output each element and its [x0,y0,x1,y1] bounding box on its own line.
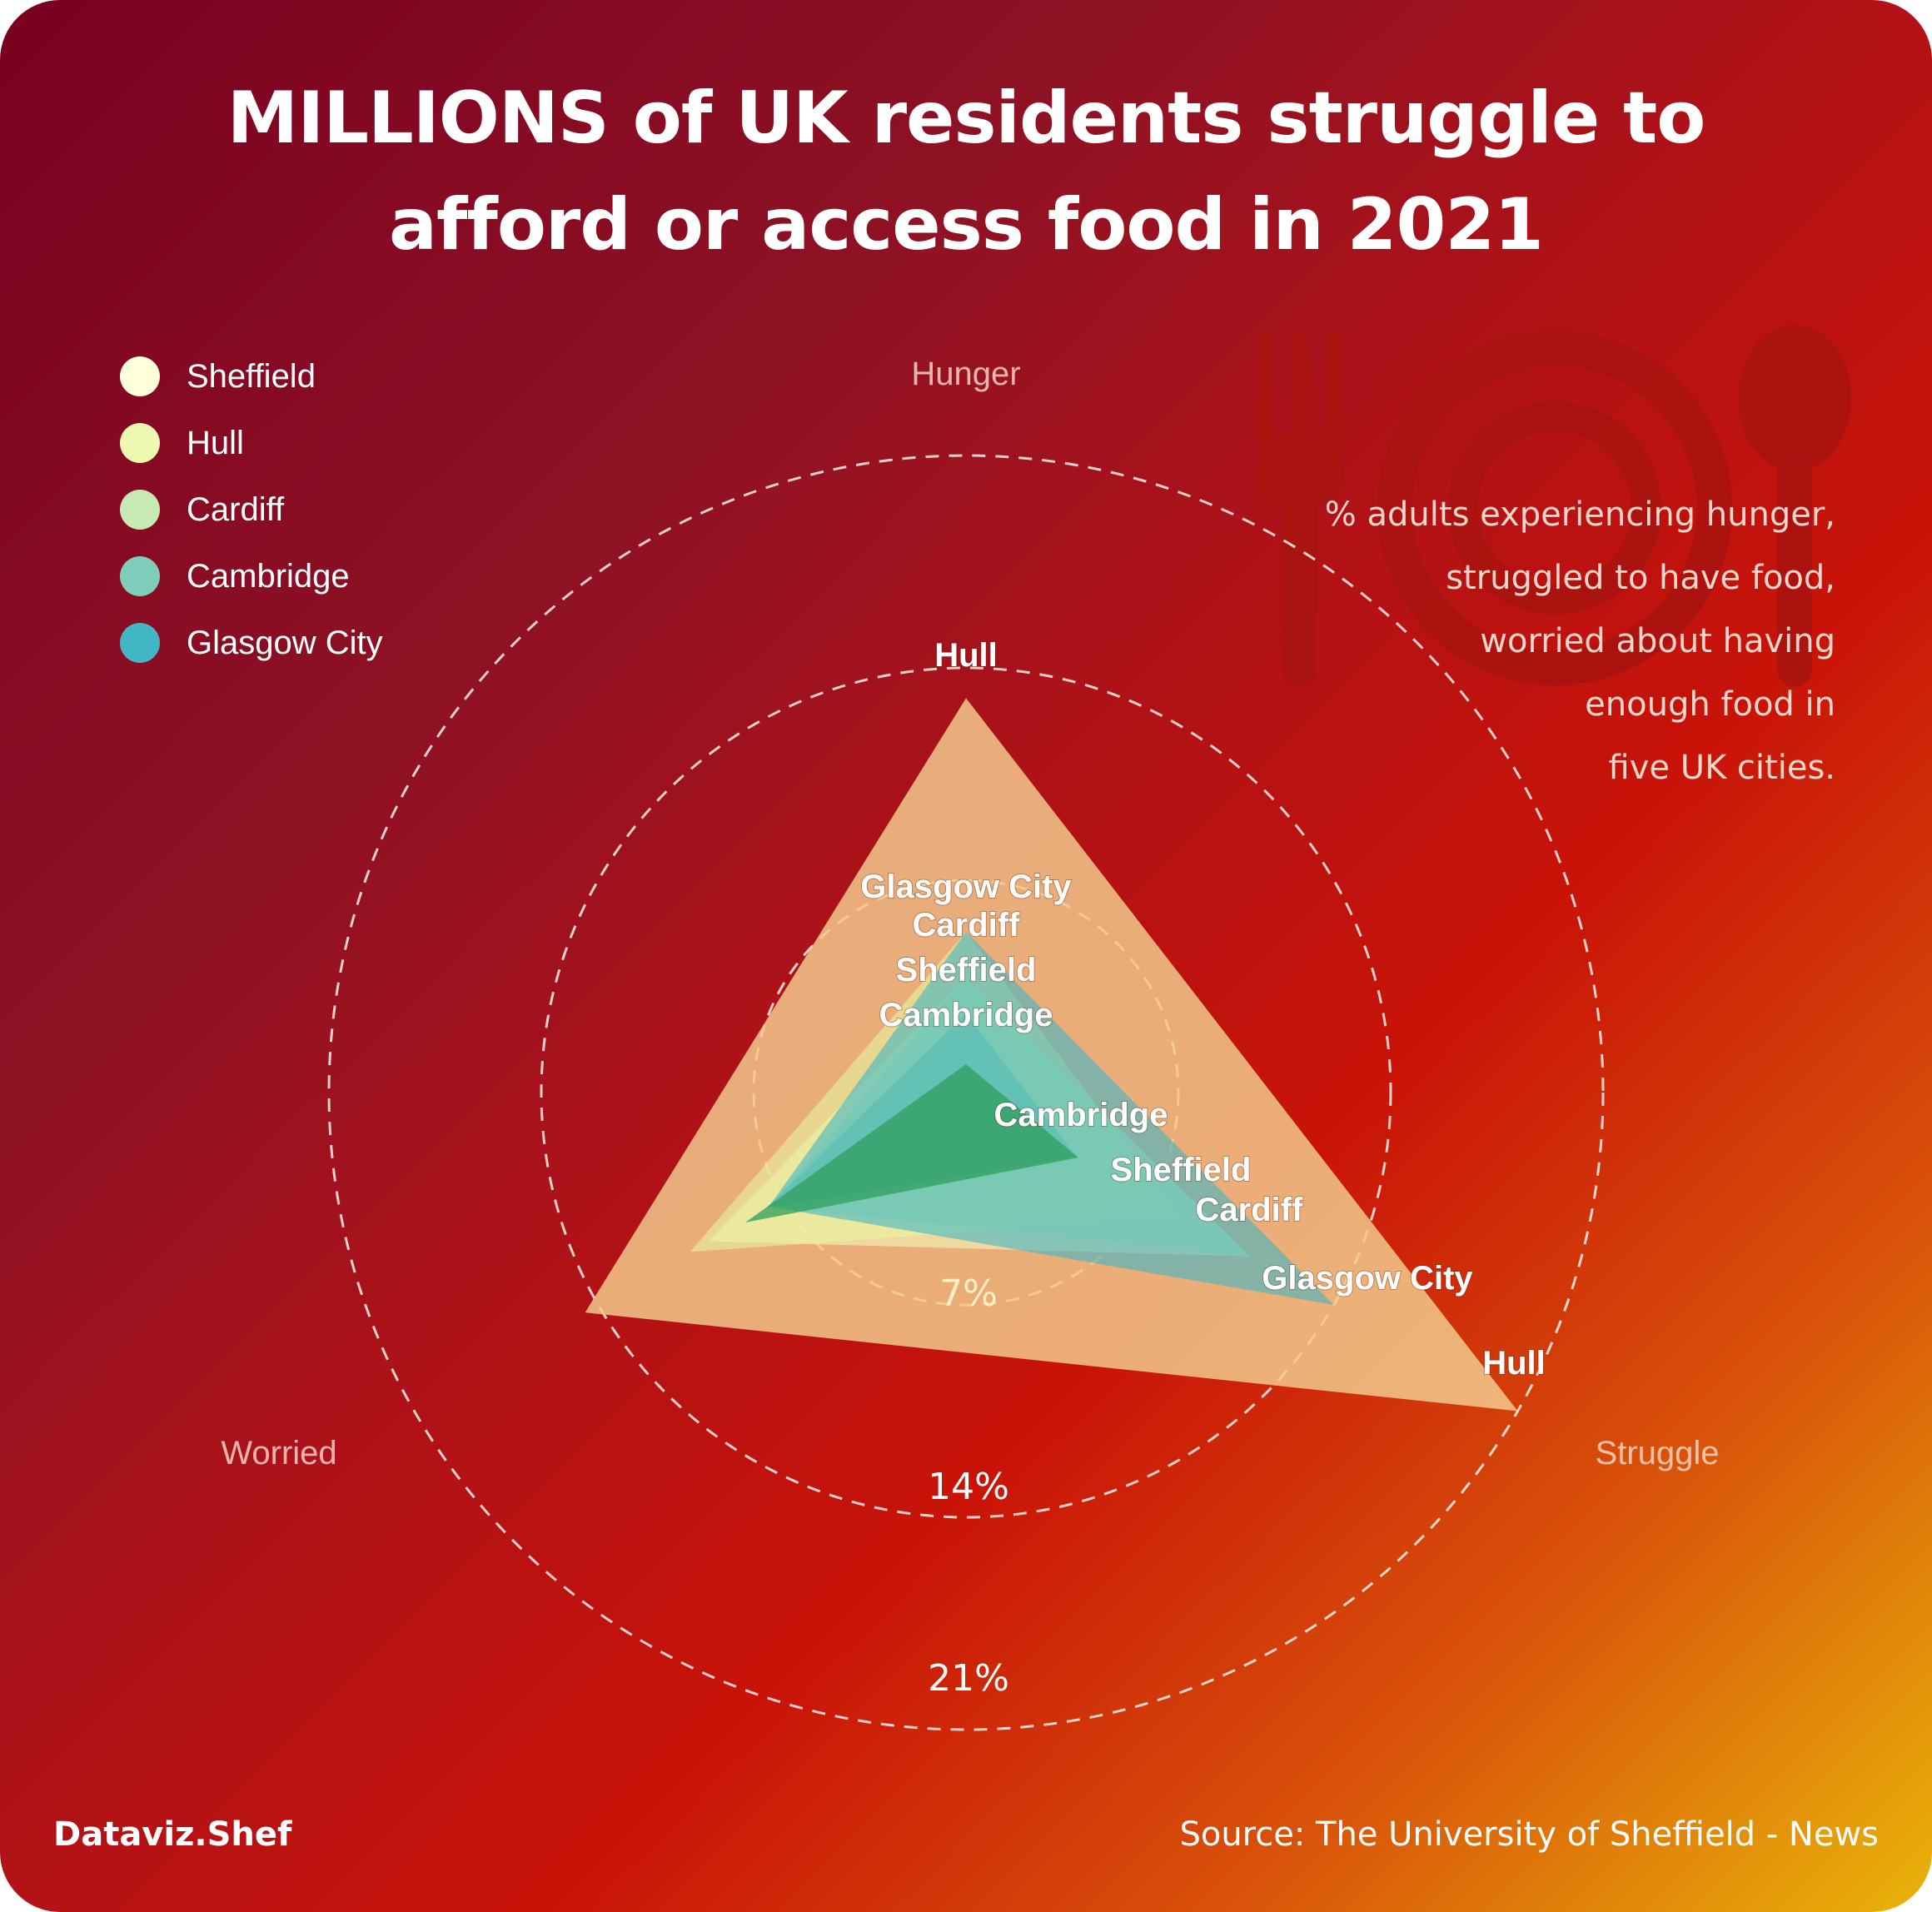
ring-label-14: 14% [928,1466,1009,1508]
chart-description: % adults experiencing hunger, struggled … [1203,483,1835,799]
radar-axis-labels: Hunger Struggle Worried [221,356,1719,1471]
ring-label-21: 21% [928,1657,1009,1700]
legend-label: Cambridge [187,558,350,595]
series-glasgow-city-polygon [769,931,1334,1305]
legend-swatch [120,623,160,663]
series-overlap-polygon [745,1064,1078,1222]
legend-swatch [120,556,160,596]
axis-label-worried: Worried [221,1435,336,1471]
radar-ring-labels: 7% 14% 21% [928,1272,1009,1700]
radar-ring-2 [540,666,1392,1519]
title-line-1: MILLIONS of UK residents struggle to [227,77,1706,160]
fork-icon [1256,329,1344,687]
legend-swatch [120,423,160,463]
ring-label-7: 7% [939,1272,998,1315]
source-note: Source: The University of Sheffield - Ne… [1179,1815,1879,1854]
axis-label-hunger: Hunger [911,356,1020,392]
point-label-glasgow-city-struggle: Glasgow City [1262,1260,1473,1297]
legend-label: Sheffield [187,358,316,395]
point-label-sheffield-hunger: Sheffield [896,952,1037,988]
description-line: % adults experiencing hunger, [1324,495,1835,534]
spoon-icon [1738,325,1851,687]
axis-label-struggle: Struggle [1596,1435,1720,1471]
point-label-cardiff-hunger: Cardiff [913,907,1021,944]
legend-swatch [120,356,160,396]
point-label-cardiff-struggle: Cardiff [1196,1192,1304,1228]
point-label-glasgow-city-hunger: Glasgow City [860,869,1072,905]
page-title: MILLIONS of UK residents struggle to aff… [0,65,1932,278]
description-line: five UK cities. [1608,749,1835,787]
legend-label: Cardiff [187,491,285,528]
description-line: worried about having [1480,622,1835,660]
plate-icon [1377,331,1732,685]
radar-series [585,698,1518,1412]
point-label-sheffield-struggle: Sheffield [1111,1152,1252,1188]
point-label-cambridge-hunger: Cambridge [879,997,1053,1033]
radar-ring-3 [327,454,1605,1731]
point-label-hull-hunger: Hull [934,637,998,674]
description-line: struggled to have food, [1446,559,1835,597]
brand-label: Dataviz.Shef [53,1815,292,1854]
point-label-hull-struggle: Hull [1482,1345,1546,1382]
legend-label: Glasgow City [187,625,383,661]
point-label-cambridge-struggle: Cambridge [994,1097,1168,1133]
cutlery-illustration [1256,325,1851,687]
legend-label: Hull [187,425,244,461]
legend-swatch [120,490,160,530]
title-line-2: afford or access food in 2021 [388,183,1544,266]
description-line: enough food in [1585,685,1835,724]
